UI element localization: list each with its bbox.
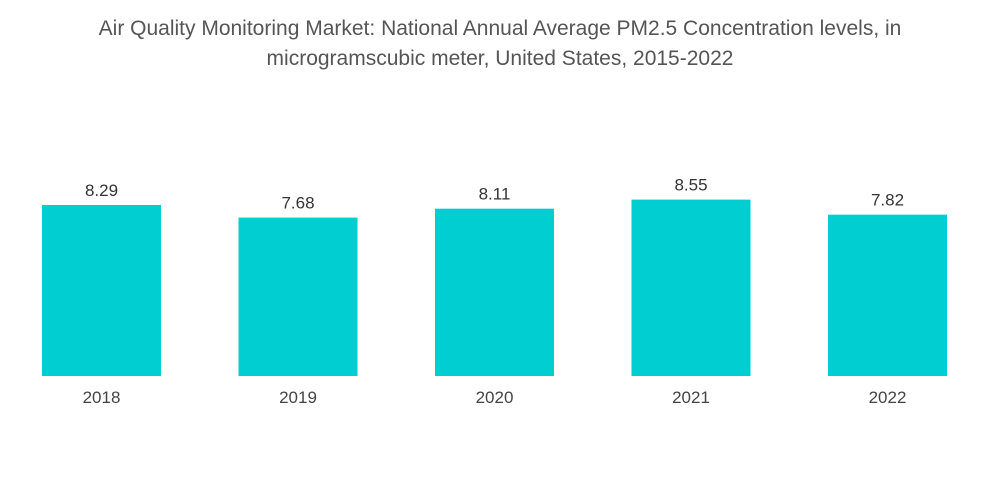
- value-label-2020: 8.11: [479, 185, 511, 204]
- x-tick-label-2019: 2019: [279, 388, 317, 407]
- x-tick-label-2022: 2022: [869, 388, 907, 407]
- value-label-2022: 7.82: [871, 191, 904, 210]
- x-tick-label-2020: 2020: [476, 388, 514, 407]
- value-label-2019: 7.68: [281, 194, 314, 213]
- value-label-2021: 8.55: [674, 176, 707, 195]
- x-tick-label-2021: 2021: [672, 388, 710, 407]
- value-label-2018: 8.29: [85, 181, 118, 200]
- bar-2019: [238, 217, 358, 376]
- bar-2020: [435, 208, 554, 376]
- chart-title-line-1: Air Quality Monitoring Market: National …: [98, 17, 902, 40]
- bar-2018: [42, 204, 161, 376]
- chart-title: Air Quality Monitoring Market: National …: [0, 14, 1000, 74]
- bar-2022: [828, 214, 947, 376]
- bar-2021: [631, 199, 751, 376]
- x-tick-label-2018: 2018: [83, 388, 121, 407]
- chart-title-line-2: microgramscubic meter, United States, 20…: [266, 47, 734, 70]
